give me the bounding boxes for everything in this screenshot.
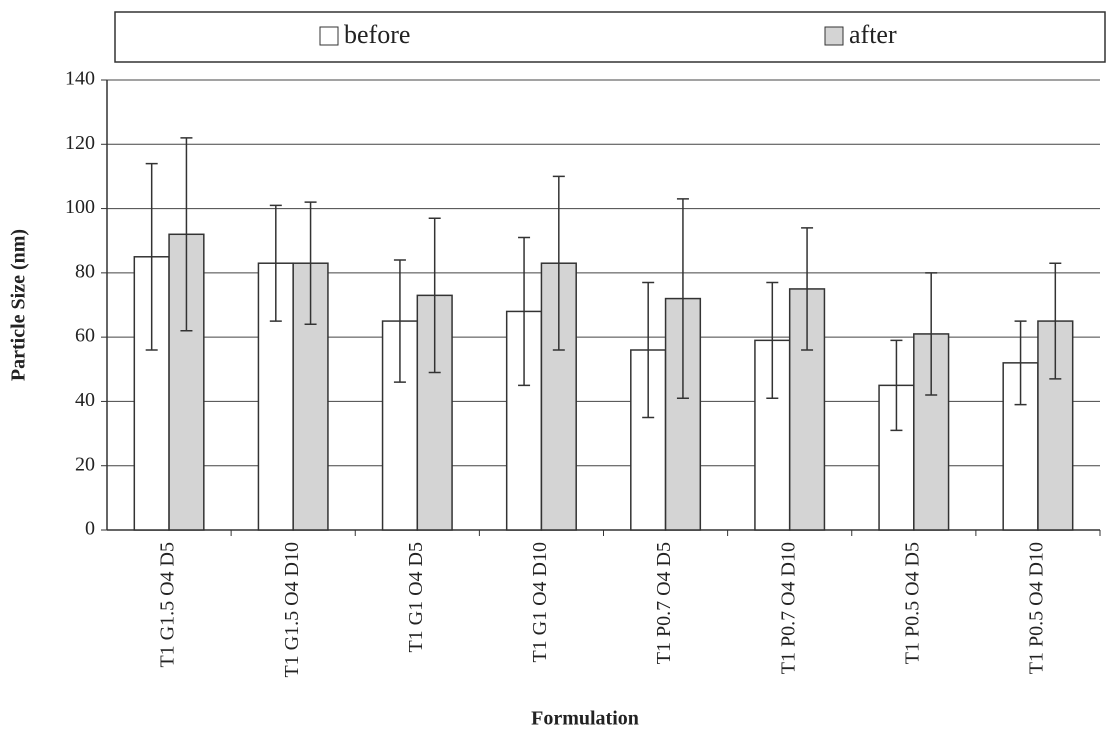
error-bar	[1014, 320, 1027, 406]
y-tick-label: 0	[85, 518, 95, 540]
error-bar	[180, 137, 193, 332]
legend-box	[114, 11, 1106, 63]
error-bar	[676, 198, 689, 399]
error-bar	[1049, 262, 1062, 380]
x-tick-label: T1 G1.5 O4 D5	[157, 542, 179, 668]
legend-swatch	[319, 26, 339, 46]
error-bar	[925, 272, 938, 396]
bar	[257, 262, 294, 531]
error-bar	[304, 201, 317, 326]
x-tick-label: T1 P0.7 O4 D5	[653, 542, 675, 664]
error-bar	[428, 217, 441, 374]
y-tick-label: 120	[65, 132, 95, 154]
legend-label: after	[849, 20, 897, 49]
x-tick-label: T1 P0.5 O4 D10	[1026, 542, 1048, 674]
legend-label: before	[344, 20, 410, 49]
x-axis-title: Formulation	[531, 708, 639, 730]
error-bar	[642, 281, 655, 419]
y-axis-title: Particle Size (nm)	[8, 229, 30, 381]
error-bar	[890, 339, 903, 432]
error-bar	[393, 259, 406, 383]
x-tick-label: T1 P0.7 O4 D10	[777, 542, 799, 674]
y-tick-label: 60	[75, 325, 95, 347]
error-bar	[552, 175, 565, 351]
legend-swatch	[824, 26, 844, 46]
y-tick-label: 80	[75, 260, 95, 282]
x-tick-label: T1 G1 O4 D10	[529, 542, 551, 663]
y-tick-label: 40	[75, 389, 95, 411]
error-bar	[518, 236, 531, 387]
error-bar	[145, 162, 158, 351]
error-bar	[269, 204, 282, 322]
y-tick-label: 140	[65, 68, 95, 90]
y-tick-label: 100	[65, 196, 95, 218]
x-tick-label: T1 G1.5 O4 D10	[281, 542, 303, 678]
error-bar	[766, 281, 779, 399]
x-tick-label: T1 P0.5 O4 D5	[901, 542, 923, 664]
x-tick-label: T1 G1 O4 D5	[405, 542, 427, 653]
error-bar	[801, 227, 814, 351]
y-tick-label: 20	[75, 453, 95, 475]
